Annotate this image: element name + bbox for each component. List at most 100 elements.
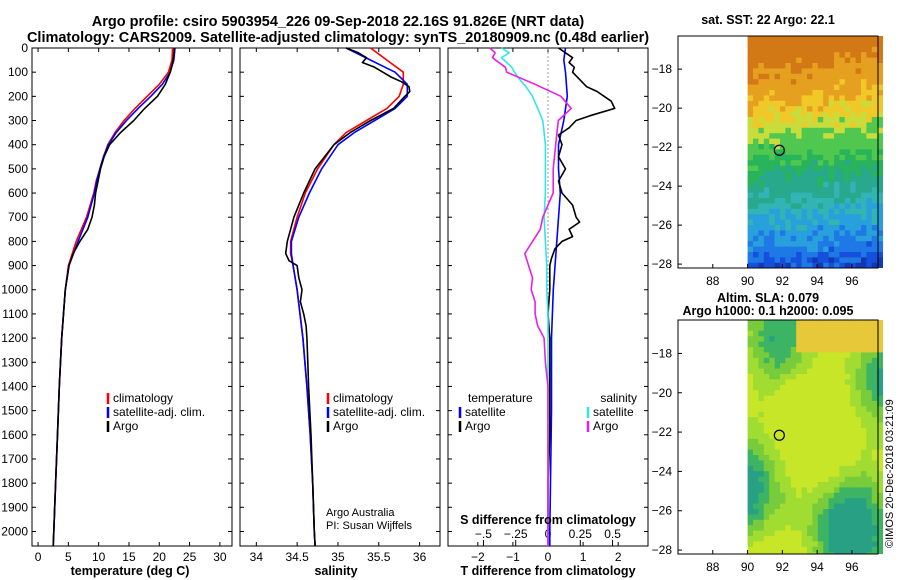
sla_map-cell [823, 492, 829, 499]
sla_map-cell [844, 530, 851, 537]
sst_map-cell [780, 192, 786, 199]
sla_map-cell [785, 503, 792, 510]
sst_map-cell [780, 127, 786, 134]
sla_map-cell [790, 330, 797, 337]
sla_map-cell [785, 411, 792, 418]
sst_map-cell [780, 176, 786, 183]
sla_map-cell [871, 406, 878, 413]
sst_map-cell [855, 181, 862, 188]
sst_map-cell [780, 203, 786, 210]
sla_map-cell [747, 530, 754, 537]
sst_map-cell [769, 257, 775, 264]
sst_map-cell [785, 52, 792, 58]
sla_map-cell [834, 449, 840, 456]
sla_map-cell [747, 374, 754, 380]
sla_map-cell [807, 320, 813, 326]
sst_map-cell [817, 36, 824, 42]
sla_map-cell [763, 379, 770, 386]
sla_map-cell [828, 347, 835, 353]
sla_map-cell [828, 417, 835, 423]
sst_map-cell [780, 138, 786, 145]
sla_map-cell [866, 541, 873, 548]
sst_map-cell [785, 117, 792, 123]
sla_map-cell [855, 509, 862, 515]
sla_map-cell [844, 390, 851, 396]
sst_map-cell [747, 203, 754, 210]
sla_map-cell [774, 460, 781, 467]
sst_map-cell [785, 138, 792, 145]
sla_map-cell [769, 514, 775, 521]
sla_map-cell [834, 363, 840, 369]
sst_map-cell [828, 176, 835, 183]
sst_map-ytick-label: −18 [652, 62, 673, 76]
sst_map-cell [796, 235, 802, 242]
sla_map-cell [828, 509, 835, 515]
sla_map-cell [871, 368, 878, 375]
sla_map-cell [834, 476, 840, 483]
sla_map-cell [850, 438, 856, 445]
sst_map-cell [785, 84, 792, 91]
sst_map-cell [850, 208, 856, 215]
sst_map-cell [866, 52, 873, 58]
sst_map-cell [790, 36, 797, 42]
sla_map-cell [828, 530, 835, 537]
sla_map-cell [747, 379, 754, 386]
sst_map-cell [834, 41, 840, 48]
sla_map-cell [807, 325, 813, 332]
sla_map-cell [763, 492, 770, 499]
sst_map-cell [758, 90, 765, 96]
sst_map-cell [861, 90, 867, 96]
sla_map-cell [790, 530, 797, 537]
salinity-xtick-label: 36 [413, 550, 427, 564]
sla_map-cell [747, 363, 754, 369]
sla_map-cell [812, 471, 819, 477]
sst_map-cell [839, 160, 846, 166]
sst_map-cell [801, 106, 808, 112]
sst_map-cell [780, 52, 786, 58]
sst_map-cell [839, 219, 846, 226]
sla_map-cell [763, 530, 770, 537]
sst_map-cell [839, 208, 846, 215]
sst_map-cell [823, 36, 829, 42]
sla_map-cell [823, 325, 829, 332]
sla_map-cell [812, 325, 819, 332]
sla_map-cell [801, 509, 808, 515]
sst_map-cell [780, 214, 786, 220]
sla_map-cell [828, 395, 835, 402]
sst_map-cell [828, 235, 835, 242]
sst_map-cell [823, 257, 829, 264]
sla_map-cell [828, 433, 835, 440]
sst_map-cell [769, 73, 775, 80]
sla_map-cell [780, 347, 786, 353]
sst_map-cell [828, 52, 835, 58]
sst_map-cell [855, 57, 862, 64]
sla_map-cell [844, 444, 851, 450]
sla_map-cell [812, 487, 819, 494]
sst_map-cell [823, 79, 829, 85]
sst_map-cell [753, 203, 759, 210]
sst_map-cell [763, 149, 770, 156]
sla_map-cell [839, 471, 846, 477]
sla_map-cell [839, 363, 846, 369]
sst_map-cell [828, 144, 835, 150]
sst_map-cell [769, 181, 775, 188]
sst_map-cell [828, 154, 835, 161]
sst_map-cell [817, 208, 824, 215]
sst_map-cell [861, 73, 867, 80]
sst_map-cell [871, 46, 878, 53]
sla_map-cell [844, 492, 851, 499]
sst_map-cell [828, 160, 835, 166]
sst_map-cell [774, 57, 781, 64]
sla_map-cell [861, 465, 867, 472]
sla_map-cell [747, 422, 754, 429]
sla_map-cell [769, 492, 775, 499]
sst_map-cell [801, 46, 808, 53]
sla_map-cell [769, 444, 775, 450]
sla_map-cell [812, 541, 819, 548]
sla_map-cell [855, 492, 862, 499]
sst_map-cell [790, 171, 797, 177]
sla_map-cell [871, 330, 878, 337]
sst_map-cell [871, 106, 878, 112]
sla_map-cell [763, 487, 770, 494]
sst_map-cell [758, 219, 765, 226]
